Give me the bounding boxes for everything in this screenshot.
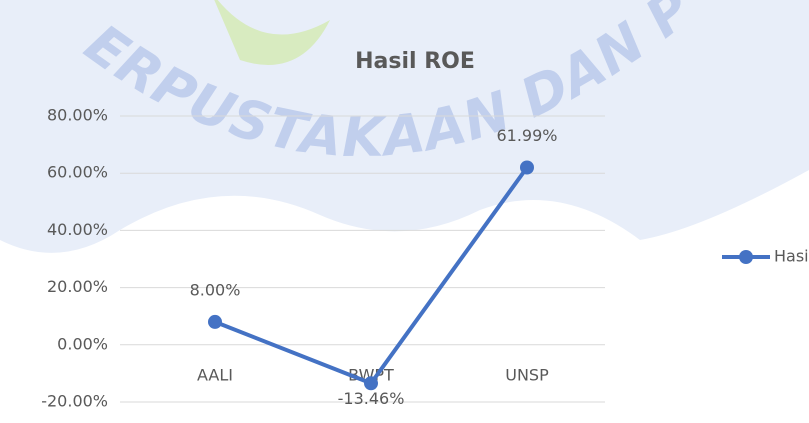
y-tick-label: 80.00% xyxy=(47,106,108,125)
y-tick-label: 0.00% xyxy=(57,334,108,353)
y-tick-label: 40.00% xyxy=(47,220,108,239)
data-label: 8.00% xyxy=(190,280,241,299)
y-tick-label: 60.00% xyxy=(47,163,108,182)
x-tick-label: UNSP xyxy=(505,365,549,384)
data-label: -13.46% xyxy=(338,389,405,408)
legend-label: Hasil ROE xyxy=(774,247,809,266)
data-label: 61.99% xyxy=(496,126,557,145)
data-point xyxy=(208,315,222,329)
y-tick-label: 20.00% xyxy=(47,277,108,296)
y-tick-label: -20.00% xyxy=(41,392,108,411)
page: ERPUSTAKAAN DAN PENER Hasil ROE -20.00%0… xyxy=(0,0,809,423)
x-tick-label: AALI xyxy=(197,365,233,384)
chart: ERPUSTAKAAN DAN PENER Hasil ROE -20.00%0… xyxy=(0,0,809,423)
data-point xyxy=(520,161,534,175)
chart-title: Hasil ROE xyxy=(355,49,475,74)
legend-marker xyxy=(739,250,753,264)
